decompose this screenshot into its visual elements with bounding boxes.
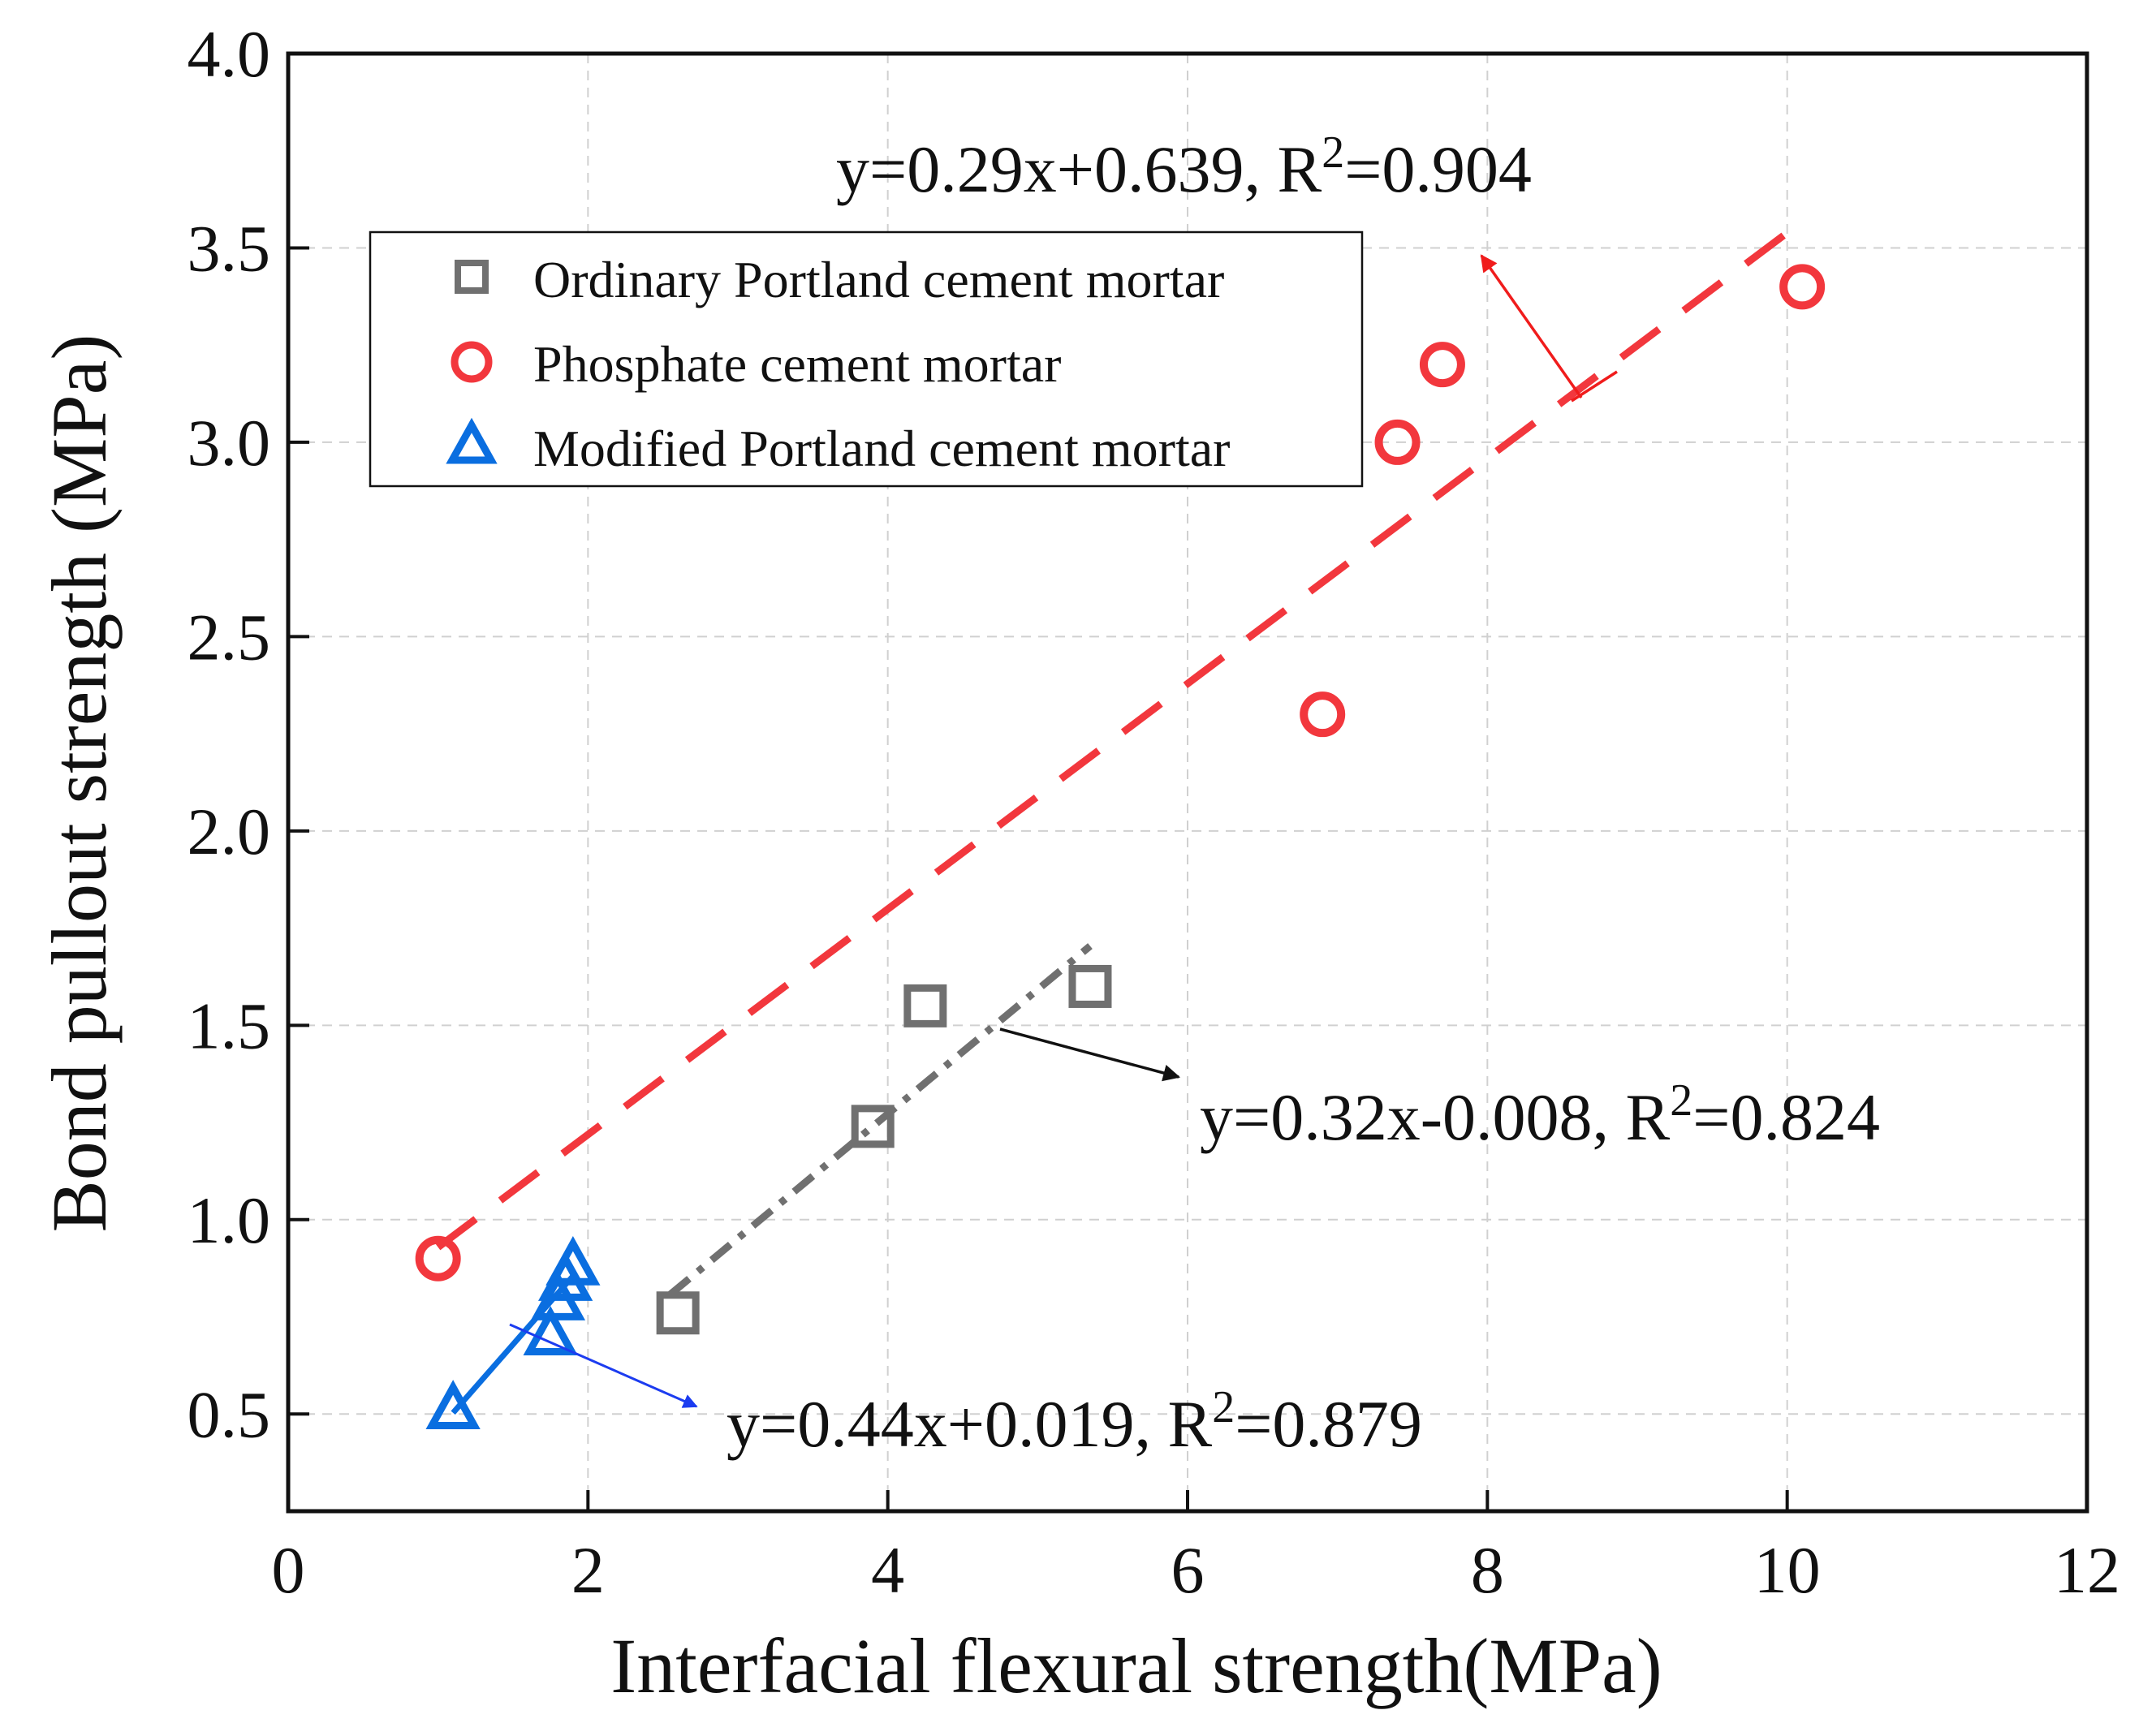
x-tick-label: 8 [1471,1533,1504,1607]
phosphate-annotation-arrow [1480,254,1583,399]
phosphate-data-point [1374,419,1421,465]
y-axis-title: Bond pullout strength (MPa) [36,334,123,1233]
modified-data-point [545,1235,601,1286]
ordinary-fit-line [668,943,1093,1298]
legend-circle-icon [451,341,493,383]
x-tick-label: 6 [1171,1533,1205,1607]
y-tick-label: 1.0 [188,1183,271,1257]
x-tick-label: 2 [571,1533,605,1607]
y-tick-label: 2.0 [188,795,271,868]
ordinary-data-point [851,1105,895,1148]
x-tick-label: 12 [2054,1533,2120,1607]
ordinary-eq-tail: =0.824 [1692,1080,1880,1154]
modified-eq-main: y=0.44x+0.019, R [727,1387,1212,1461]
phosphate-eq-sup: 2 [1322,127,1344,178]
phosphate-fit-line [435,230,1790,1251]
phosphate-fit-equation: y=0.29x+0.639, R2=0.904 [836,127,1532,206]
x-tick-label: 4 [871,1533,904,1607]
legend-box [369,230,1364,488]
x-tick-label: 10 [1754,1533,1821,1607]
x-tick-labels: 0 2 4 6 8 10 12 [272,1533,2121,1607]
legend-triangle-icon [446,417,498,464]
modified-data-point [425,1380,481,1429]
modified-fit-equation: y=0.44x+0.019, R2=0.879 [727,1382,1422,1461]
modified-eq-sup: 2 [1212,1382,1235,1432]
ordinary-data-point [903,984,947,1027]
legend-square-icon [455,260,489,294]
modified-data-point [523,1306,578,1355]
y-tick-label: 0.5 [188,1377,271,1451]
legend-label-phosphate: Phosphate cement mortar [533,335,1061,393]
y-tick-label: 3.5 [188,211,271,285]
x-tick-label: 0 [272,1533,305,1607]
x-axis-title: Interfacial flexural strength(MPa) [610,1622,1662,1709]
y-tick-labels: 0.5 1.0 1.5 2.0 2.5 3.0 3.5 4.0 [188,17,271,1451]
phosphate-data-point [1300,691,1346,738]
ordinary-eq-main: y=0.32x-0.008, R [1200,1080,1671,1154]
phosphate-data-point [1779,264,1826,310]
y-tick-label: 4.0 [188,17,271,91]
ordinary-data-point [1068,964,1112,1008]
modified-eq-tail: =0.879 [1235,1387,1422,1461]
legend-label-modified: Modified Portland cement mortar [533,420,1230,477]
ordinary-annotation-arrow [999,1027,1181,1082]
phosphate-data-point [415,1235,461,1282]
phosphate-eq-tail: =0.904 [1344,132,1532,206]
data-points [415,264,1826,1429]
y-tick-label: 1.5 [188,989,271,1062]
ordinary-eq-sup: 2 [1670,1075,1692,1126]
y-tick-label: 3.0 [188,406,271,480]
legend-label-ordinary: Ordinary Portland cement mortar [533,251,1224,308]
y-tick-label: 2.5 [188,600,271,674]
ordinary-data-point [656,1291,700,1335]
phosphate-eq-main: y=0.29x+0.639, R [836,132,1322,206]
modified-annotation-arrow [509,1323,698,1408]
legend: Ordinary Portland cement mortar Phosphat… [369,230,1364,488]
ordinary-fit-equation: y=0.32x-0.008, R2=0.824 [1200,1075,1880,1154]
axis-ticks [287,52,2089,1511]
phosphate-annotation-tick [1571,370,1618,403]
phosphate-data-point [1419,342,1465,388]
